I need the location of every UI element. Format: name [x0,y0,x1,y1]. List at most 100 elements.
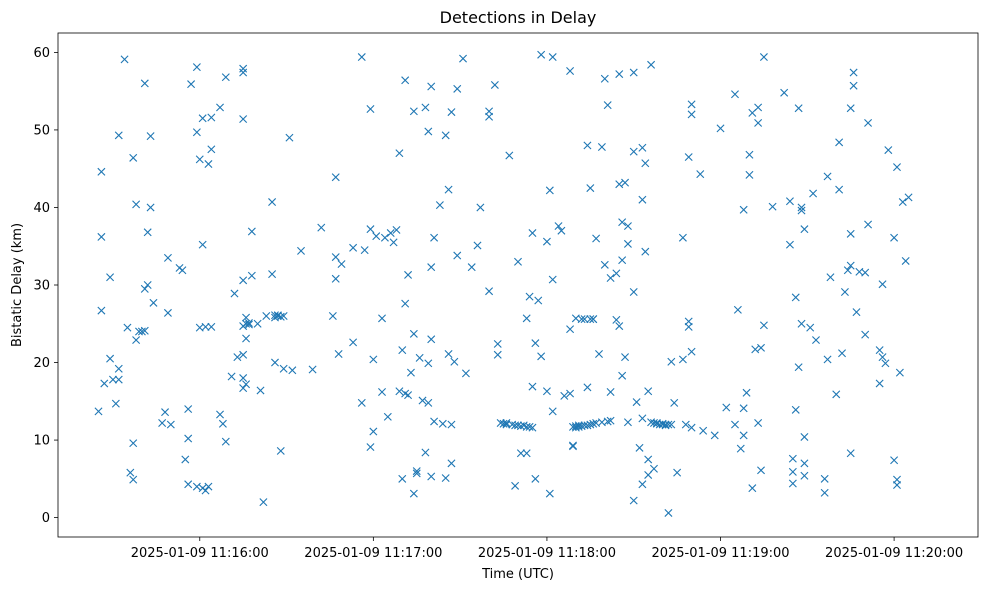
data-point-32 [163,253,172,262]
data-point-343 [800,459,809,468]
data-point-336 [791,405,800,414]
data-point-340 [797,203,806,212]
data-point-210 [557,226,566,235]
data-point-278 [649,419,658,428]
data-point-303 [696,170,705,179]
x-tick-label-3: 2025-01-09 11:19:00 [651,546,789,561]
data-point-260 [623,418,632,427]
data-point-124 [392,225,401,234]
data-point-109 [357,53,366,62]
data-point-371 [864,118,873,127]
data-point-110 [357,398,366,407]
data-point-27 [146,203,155,212]
data-point-121 [383,412,392,421]
data-point-350 [820,474,829,483]
data-point-170 [485,287,494,296]
data-point-46 [195,155,204,164]
data-point-17 [129,153,138,162]
data-point-252 [615,322,624,331]
data-point-197 [531,339,540,348]
data-point-382 [893,481,901,490]
data-point-145 [424,359,433,368]
data-point-229 [583,141,592,150]
data-point-141 [418,396,427,405]
data-point-199 [534,296,543,305]
data-point-151 [430,417,439,426]
data-point-139 [412,467,421,476]
data-point-272 [641,247,650,256]
data-point-131 [401,76,410,85]
data-point-262 [629,68,638,77]
data-point-380 [893,163,901,172]
data-point-248 [612,315,621,324]
data-point-292 [673,468,682,477]
data-point-88 [270,311,279,320]
data-point-231 [586,420,595,429]
data-point-21 [137,327,146,336]
data-point-251 [615,180,624,189]
data-point-230 [586,315,595,324]
data-point-61 [221,73,230,82]
y-tick-label-5: 50 [33,123,50,138]
data-point-36 [178,266,187,275]
data-point-217 [568,442,577,451]
data-point-22 [140,326,149,335]
data-point-66 [239,68,248,77]
data-point-192 [525,292,534,301]
data-point-134 [406,368,415,377]
data-point-6 [106,354,115,363]
data-point-153 [435,201,444,210]
data-point-348 [811,336,820,345]
data-point-228 [583,383,592,392]
data-point-159 [447,420,456,429]
data-point-221 [574,422,583,431]
data-point-8 [111,399,120,408]
data-point-120 [380,233,389,242]
data-point-122 [386,229,395,238]
data-point-215 [568,422,577,431]
data-point-294 [678,355,687,364]
data-point-386 [904,193,913,202]
data-point-321 [754,419,763,428]
data-point-290 [667,420,676,429]
data-point-135 [409,107,418,116]
y-axis: 0 10 20 30 40 50 60 [33,46,58,526]
data-point-58 [216,103,225,112]
data-point-234 [589,419,598,428]
data-point-347 [809,189,818,198]
data-point-157 [444,350,453,358]
data-point-65 [239,350,248,359]
data-point-193 [525,422,534,431]
data-point-29 [149,298,158,307]
data-point-362 [846,104,855,113]
data-point-107 [349,338,358,347]
data-point-156 [441,131,450,140]
data-point-312 [739,205,748,214]
data-point-274 [644,455,653,464]
data-point-85 [268,270,277,279]
data-point-9 [114,375,123,384]
data-point-244 [603,417,612,426]
data-point-316 [745,170,754,179]
data-point-377 [884,146,893,155]
data-point-80 [247,227,256,236]
data-point-315 [742,388,751,397]
data-point-338 [794,104,803,113]
data-point-33 [163,308,172,317]
data-point-204 [545,186,554,195]
data-point-103 [331,253,340,262]
data-point-174 [493,339,502,348]
data-point-144 [424,127,433,136]
data-point-250 [615,70,624,79]
data-point-142 [421,448,430,457]
data-point-165 [459,54,468,63]
data-point-47 [198,240,207,249]
data-point-89 [270,358,279,367]
data-point-5 [106,273,115,282]
data-point-320 [751,345,760,354]
data-point-54 [207,322,216,331]
data-point-241 [600,74,609,83]
data-point-344 [800,471,809,480]
data-point-258 [623,222,632,231]
data-point-41 [187,80,196,89]
